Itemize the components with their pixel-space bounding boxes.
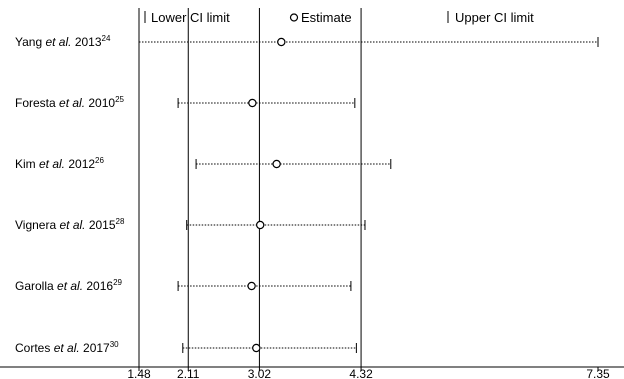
study-label: Garolla et al. 201629	[15, 278, 123, 293]
estimate-point	[248, 98, 257, 108]
x-axis-ticks: 1.48 2.11 3.02 4.32 7.35	[127, 367, 610, 379]
reference-lines	[138, 8, 362, 367]
study-row: Garolla et al. 201629	[15, 278, 352, 293]
legend-estimate-marker	[289, 13, 299, 22]
tick-label-4: 7.35	[586, 367, 610, 379]
study-rows: Yang et al. 201324 Foresta et al. 201025 K…	[15, 34, 599, 355]
study-label: Kim et al. 201226	[15, 156, 104, 171]
legend-upper-label: Upper CI limit	[455, 10, 534, 25]
tick-label-3: 4.32	[349, 367, 373, 379]
tick-label-0: 1.48	[127, 367, 151, 379]
study-label: Cortes et al. 201730	[15, 340, 119, 355]
legend-estimate-label: Estimate	[301, 10, 352, 25]
tick-label-1: 2.11	[177, 367, 200, 379]
study-row: Foresta et al. 201025	[15, 95, 356, 110]
tick-label-2: 3.02	[248, 367, 272, 379]
estimate-point	[277, 37, 286, 47]
estimate-point	[272, 159, 281, 169]
estimate-point	[256, 220, 265, 230]
study-row: Vignera et al. 201528	[15, 217, 366, 232]
study-label: Foresta et al. 201025	[15, 95, 125, 110]
study-row: Kim et al. 201226	[15, 156, 392, 171]
study-row: Cortes et al. 201730	[15, 340, 357, 355]
estimate-point	[252, 343, 261, 353]
study-label: Vignera et al. 201528	[15, 217, 125, 232]
study-label: Yang et al. 201324	[15, 34, 111, 49]
legend-lower-label: Lower CI limit	[151, 10, 230, 25]
study-row: Yang et al. 201324	[15, 34, 599, 49]
legend: Lower CI limit Estimate Upper CI limit	[144, 10, 534, 25]
estimate-point	[247, 281, 256, 291]
